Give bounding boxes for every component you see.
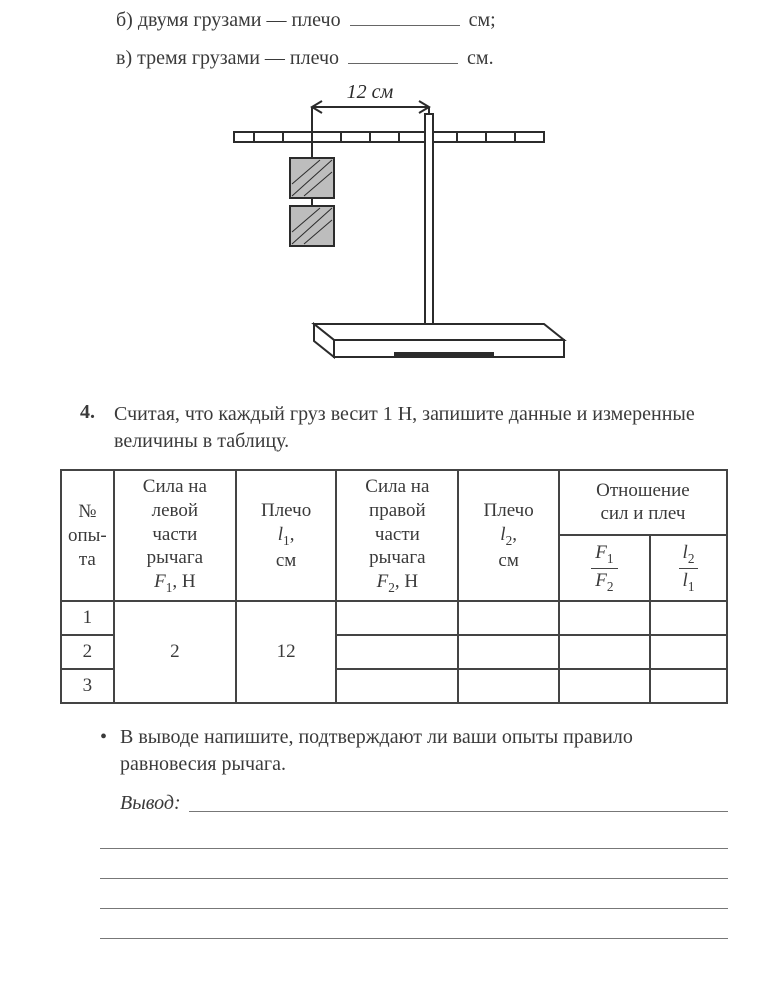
cell-rl-2[interactable] — [650, 635, 727, 669]
row-2-num: 2 — [61, 635, 114, 669]
output-line: Вывод: — [120, 792, 728, 815]
conclusion-prompt: • В выводе напишите, подтверждают ли ваш… — [100, 724, 728, 778]
th-ratio: Отношениесил и плеч — [559, 470, 727, 535]
cell-rf-1[interactable] — [559, 601, 650, 635]
item-v-label: в) — [116, 47, 132, 69]
question-4: 4. Считая, что каждый груз весит 1 Н, за… — [80, 401, 728, 455]
output-blank-2[interactable] — [100, 827, 728, 849]
cell-l2-3[interactable] — [458, 669, 558, 703]
output-blank-1[interactable] — [189, 811, 728, 812]
th-num: №опы-та — [61, 470, 114, 601]
table-row: 1 2 12 — [61, 601, 727, 635]
cell-l2-2[interactable] — [458, 635, 558, 669]
cell-l1: 12 — [236, 601, 336, 702]
th-l2: Плечоl2,см — [458, 470, 558, 601]
th-l1: Плечоl1,см — [236, 470, 336, 601]
row-1-num: 1 — [61, 601, 114, 635]
th-f1: Сила налевойчастирычагаF1, Н — [114, 470, 236, 601]
cell-f1: 2 — [114, 601, 236, 702]
cell-rf-2[interactable] — [559, 635, 650, 669]
data-table: №опы-та Сила налевойчастирычагаF1, Н Пле… — [60, 469, 728, 704]
item-v-blank[interactable] — [348, 44, 458, 64]
q4-text: Считая, что каждый груз весит 1 Н, запиш… — [114, 401, 728, 455]
cell-rl-3[interactable] — [650, 669, 727, 703]
bullet-text: В выводе напишите, подтверждают ли ваши … — [120, 724, 728, 778]
output-blank-3[interactable] — [100, 857, 728, 879]
item-b-label: б) — [116, 9, 133, 31]
item-b-before: двумя грузами — плечо — [138, 9, 341, 31]
cell-rl-1[interactable] — [650, 601, 727, 635]
cell-f2-2[interactable] — [336, 635, 458, 669]
item-v-before: тремя грузами — плечо — [137, 47, 339, 69]
item-b-blank[interactable] — [350, 6, 460, 26]
bullet-icon: • — [100, 724, 120, 751]
cell-f2-3[interactable] — [336, 669, 458, 703]
th-ratio-l: l2l1 — [650, 535, 727, 602]
th-ratio-f: F1F2 — [559, 535, 650, 602]
item-v: в) тремя грузами — плечо см. — [116, 44, 728, 70]
lever-figure: 12 см — [60, 82, 728, 377]
cell-f2-1[interactable] — [336, 601, 458, 635]
row-3-num: 3 — [61, 669, 114, 703]
dimension-label: 12 см — [347, 82, 394, 103]
output-blank-4[interactable] — [100, 887, 728, 909]
item-b: б) двумя грузами — плечо см; — [116, 6, 728, 32]
q4-number: 4. — [80, 401, 114, 424]
th-f2: Сила направойчастирычагаF2, Н — [336, 470, 458, 601]
output-blank-5[interactable] — [100, 917, 728, 939]
item-v-after: см. — [467, 47, 494, 69]
cell-rf-3[interactable] — [559, 669, 650, 703]
output-label: Вывод: — [120, 792, 181, 815]
cell-l2-1[interactable] — [458, 601, 558, 635]
item-b-after: см; — [469, 9, 496, 31]
